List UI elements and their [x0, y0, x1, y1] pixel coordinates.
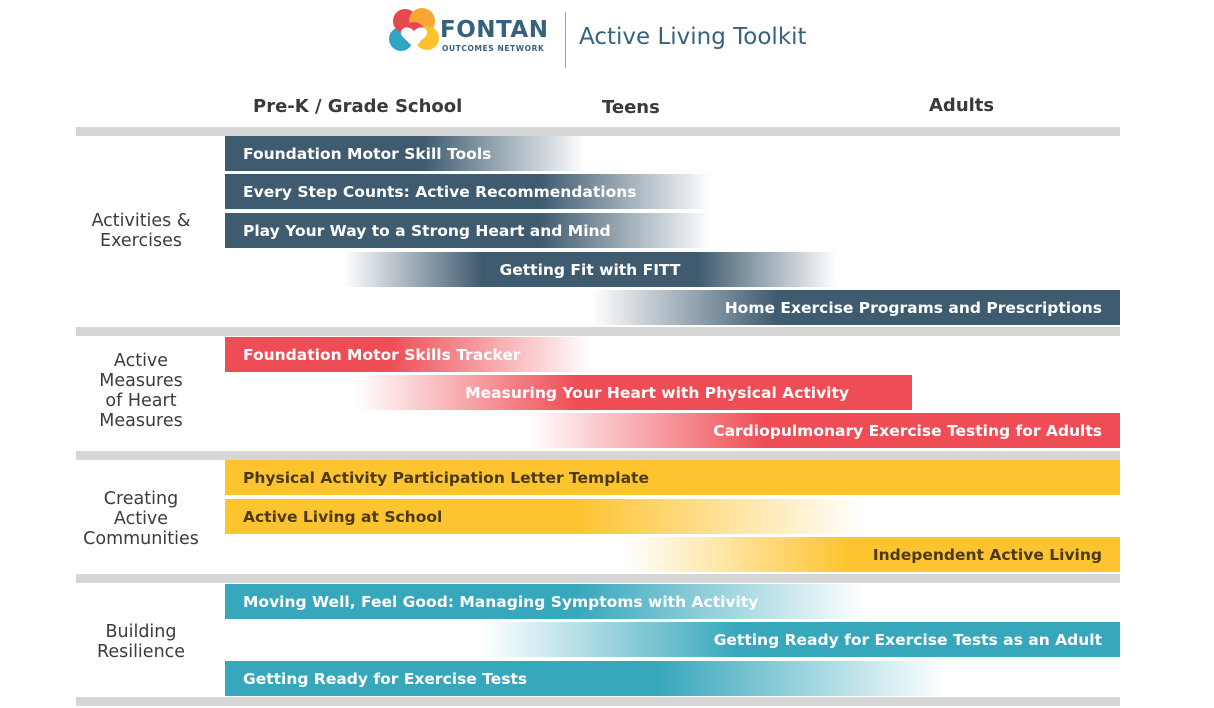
- resource-bar-label: Physical Activity Participation Letter T…: [243, 468, 649, 487]
- header-divider: [565, 12, 566, 68]
- group-label-text: Creating Active Communities: [83, 489, 199, 549]
- section-separator: [76, 574, 1120, 583]
- resource-bar-label: Active Living at School: [243, 507, 443, 526]
- resource-bar[interactable]: Active Living at School: [225, 499, 865, 534]
- resource-bar-label: Getting Fit with FITT: [499, 260, 681, 279]
- header: FONTAN OUTCOMES NETWORK Active Living To…: [0, 0, 1214, 80]
- resource-bar-label: Measuring Your Heart with Physical Activ…: [465, 383, 849, 402]
- brand-subtitle: OUTCOMES NETWORK: [442, 44, 545, 53]
- group-label-creating-communities: Creating Active Communities: [80, 489, 202, 549]
- group-label-text: Building Resilience: [96, 622, 186, 662]
- resource-bar-label: Home Exercise Programs and Prescriptions: [724, 298, 1102, 317]
- resource-bar[interactable]: Moving Well, Feel Good: Managing Symptom…: [225, 584, 865, 619]
- resource-bar[interactable]: Home Exercise Programs and Prescriptions: [592, 290, 1120, 325]
- group-label-activities: Activities & Exercises: [76, 211, 206, 251]
- section-separator: [76, 697, 1120, 706]
- group-label-building-resilience: Building Resilience: [90, 622, 192, 662]
- resource-bar-label: Getting Ready for Exercise Tests as an A…: [713, 630, 1102, 649]
- section-separator: [76, 327, 1120, 336]
- section-separator: [76, 127, 1120, 136]
- resource-bar[interactable]: Foundation Motor Skills Tracker: [225, 337, 591, 372]
- resource-bar[interactable]: Foundation Motor Skill Tools: [225, 136, 585, 171]
- resource-bar[interactable]: Independent Active Living: [626, 537, 1120, 572]
- brand-name: FONTAN: [440, 17, 549, 43]
- resource-bar[interactable]: Getting Fit with FITT: [344, 252, 836, 287]
- resource-bar[interactable]: Getting Ready for Exercise Tests: [225, 661, 947, 696]
- resource-bar-label: Every Step Counts: Active Recommendation…: [243, 182, 637, 201]
- resource-bar[interactable]: Every Step Counts: Active Recommendation…: [225, 174, 711, 209]
- resource-bar[interactable]: Cardiopulmonary Exercise Testing for Adu…: [528, 413, 1120, 448]
- section-separator: [76, 451, 1120, 460]
- resource-bar-label: Getting Ready for Exercise Tests: [243, 669, 528, 688]
- resource-bar-label: Foundation Motor Skill Tools: [243, 144, 492, 163]
- page-title: Active Living Toolkit: [579, 24, 807, 50]
- column-header-teens: Teens: [602, 97, 660, 118]
- column-header-pre-k: Pre-K / Grade School: [253, 96, 463, 117]
- heart-cloud-logo-icon: [389, 8, 439, 51]
- resource-bar-label: Foundation Motor Skills Tracker: [243, 345, 521, 364]
- group-label-text: Active Measures of Heart Measures: [99, 351, 183, 431]
- resource-bar[interactable]: Measuring Your Heart with Physical Activ…: [356, 375, 912, 410]
- group-label-active-measures: Active Measures of Heart Measures: [89, 351, 193, 431]
- resource-bar[interactable]: Physical Activity Participation Letter T…: [225, 460, 1120, 495]
- resource-bar[interactable]: Getting Ready for Exercise Tests as an A…: [484, 622, 1120, 657]
- resource-bar-label: Independent Active Living: [872, 545, 1102, 564]
- resource-bar-label: Cardiopulmonary Exercise Testing for Adu…: [713, 421, 1102, 440]
- group-label-text: Activities & Exercises: [91, 211, 191, 251]
- resource-bar[interactable]: Play Your Way to a Strong Heart and Mind: [225, 213, 711, 248]
- resource-bar-label: Moving Well, Feel Good: Managing Symptom…: [243, 592, 759, 611]
- column-header-adults: Adults: [929, 95, 995, 116]
- resource-bar-label: Play Your Way to a Strong Heart and Mind: [243, 221, 611, 240]
